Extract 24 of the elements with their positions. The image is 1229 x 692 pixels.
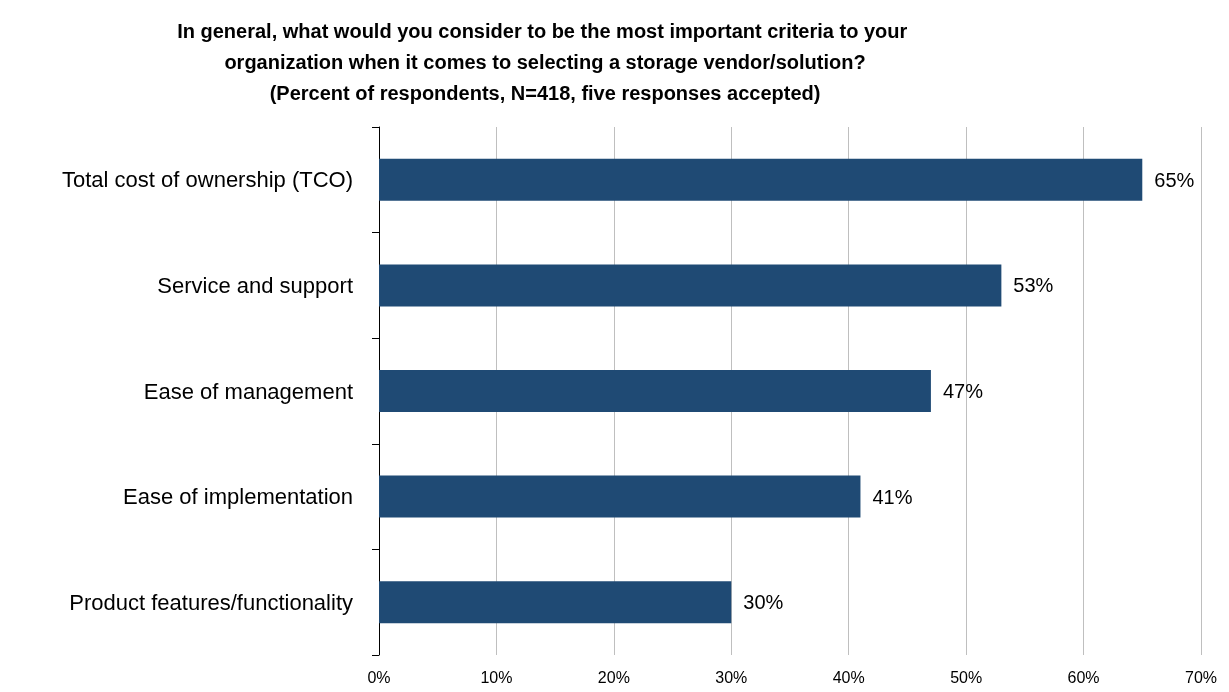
- x-tick-label: 60%: [1067, 668, 1100, 686]
- y-tick-label: Total cost of ownership (TCO): [62, 167, 353, 193]
- bar: [379, 581, 732, 624]
- x-tick-label: 40%: [832, 668, 865, 686]
- data-label: 47%: [942, 380, 984, 402]
- x-tick-label: 70%: [1184, 668, 1218, 686]
- y-tick-label: Product features/functionality: [69, 589, 353, 615]
- bar: [379, 370, 931, 412]
- x-tick-label: 10%: [480, 668, 513, 686]
- y-tick-label: Ease of management: [143, 378, 353, 404]
- x-tick-label: 0%: [367, 668, 391, 686]
- x-tick-label: 50%: [950, 668, 983, 686]
- data-label: 53%: [1013, 274, 1054, 297]
- bar: [379, 158, 1143, 201]
- y-tick-label: Ease of implementation: [123, 484, 353, 510]
- x-tick-label: 30%: [715, 668, 748, 686]
- data-label: 65%: [1154, 168, 1195, 191]
- bar: [379, 475, 861, 518]
- x-tick-label: 20%: [597, 668, 630, 686]
- chart-title: In general, what would you consider to be the most important criteria to your organization when it comes to selecting a storage vendor/solution? (Percent of respondents, N=418, five responses accepted): [177, 19, 913, 104]
- bar: [379, 264, 1002, 307]
- data-label: 41%: [872, 485, 913, 508]
- y-tick-label: Service and support: [157, 272, 353, 298]
- data-label: 30%: [743, 591, 784, 614]
